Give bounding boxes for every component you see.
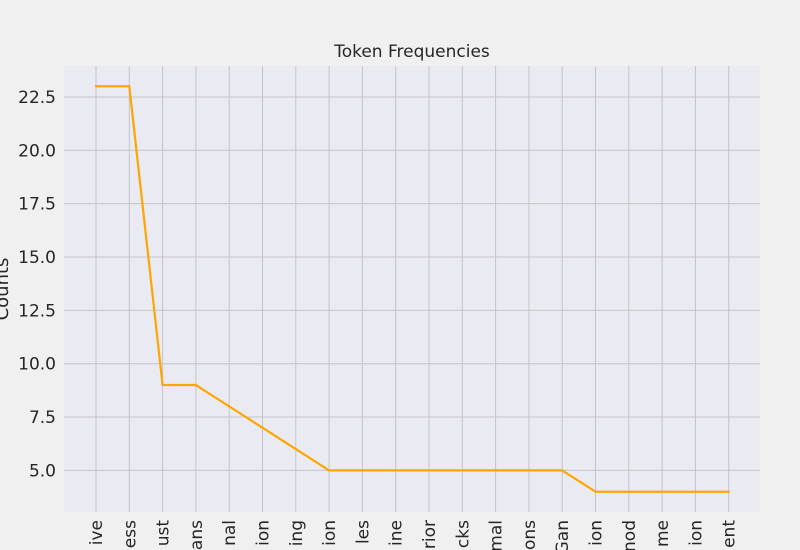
- series-line: [94, 85, 730, 493]
- x-tick-label: ion: [320, 520, 340, 546]
- y-tick-label: 5.0: [29, 461, 56, 481]
- x-tick-label: Gan: [553, 520, 573, 550]
- y-tick-label: 17.5: [18, 195, 56, 215]
- x-tick-label: ion: [587, 520, 607, 546]
- data-point: [427, 469, 431, 472]
- data-point: [328, 469, 331, 472]
- x-tick-label: ust: [154, 520, 174, 547]
- x-tick-label: ion: [254, 520, 274, 546]
- series-layer: [94, 85, 730, 493]
- chart-title: Token Frequencies: [333, 42, 490, 62]
- data-point: [161, 383, 164, 387]
- data-point: [661, 490, 664, 493]
- y-axis-label: Counts: [0, 258, 13, 321]
- x-tick-label: rior: [420, 520, 440, 549]
- x-tick-label: nal: [220, 520, 240, 546]
- plot-area: [64, 66, 760, 512]
- x-axis-ticks: ive ess ust ans nal ion ing ion les ine rior cks mal…: [87, 520, 740, 550]
- x-tick-label: me: [653, 520, 673, 547]
- data-point: [461, 469, 464, 472]
- x-tick-label: ing: [287, 520, 307, 546]
- x-tick-label: ans: [187, 520, 207, 550]
- data-point: [694, 490, 697, 493]
- x-tick-label: les: [353, 520, 373, 544]
- x-tick-label: mal: [487, 520, 507, 550]
- x-tick-label: cks: [453, 520, 473, 548]
- data-point: [128, 85, 131, 88]
- x-tick-label: ons: [520, 520, 540, 550]
- y-tick-label: 22.5: [18, 88, 56, 108]
- x-tick-label: ent: [720, 520, 740, 548]
- x-tick-label: ion: [686, 520, 706, 546]
- data-point: [527, 469, 531, 472]
- y-tick-label: 7.5: [29, 408, 56, 428]
- x-tick-label: ess: [120, 520, 140, 548]
- data-point: [261, 426, 264, 429]
- data-point: [561, 469, 564, 472]
- x-tick-label: ive: [87, 520, 107, 545]
- data-point: [594, 490, 597, 493]
- x-tick-label: ine: [387, 520, 407, 546]
- data-point: [194, 383, 197, 387]
- x-tick-label: nod: [620, 520, 640, 550]
- data-point: [494, 469, 497, 472]
- data-point: [94, 85, 98, 88]
- data-point: [627, 490, 630, 493]
- y-tick-label: 10.0: [18, 355, 56, 375]
- y-tick-label: 15.0: [18, 248, 56, 268]
- data-point: [294, 447, 297, 451]
- data-point: [228, 405, 231, 408]
- y-tick-label: 20.0: [18, 141, 56, 161]
- y-tick-label: 12.5: [18, 301, 56, 321]
- data-point: [394, 469, 397, 472]
- y-axis-ticks: 5.0 7.5 10.0 12.5 15.0 17.5 20.0 22.5: [18, 88, 56, 481]
- data-point: [727, 490, 730, 493]
- data-point: [361, 469, 364, 472]
- grid-lines: [64, 66, 760, 512]
